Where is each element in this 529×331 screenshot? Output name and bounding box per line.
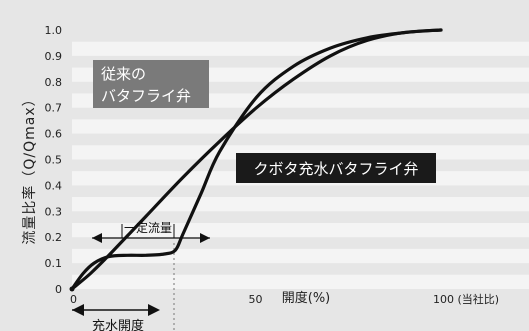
x-axis-label: 開度(%) [282, 290, 331, 306]
x-tick-label: 50 [249, 293, 263, 306]
fill-opening-label: 充水開度 [92, 318, 144, 331]
grid-band [72, 119, 529, 134]
fill-opening-annotation: 充水開度 [72, 304, 160, 331]
y-tick-label: 0.6 [45, 128, 63, 141]
y-tick-label: 0.7 [45, 102, 63, 115]
constant-flow-label: 一定流量 [124, 220, 172, 235]
kubota-label-text: クボタ充水バタフライ弁 [253, 160, 418, 178]
y-tick-label: 0.2 [45, 231, 63, 244]
origin-point [69, 286, 75, 292]
series-lines [69, 28, 443, 292]
y-tick-label: 1.0 [45, 24, 63, 37]
conventional-label-line1: 従来の [101, 65, 146, 83]
y-axis-label: 流量比率（Q/Qmax） [21, 91, 38, 244]
y-tick-label: 0.9 [45, 50, 63, 63]
x-tick-labels: 0 50 100 (当社比) [70, 292, 499, 306]
x-tick-label: 100 (当社比) [433, 292, 499, 306]
kubota-valve-label: クボタ充水バタフライ弁 [236, 153, 436, 183]
y-tick-label: 0.3 [45, 205, 63, 218]
grid-band [72, 41, 529, 56]
y-tick-label: 0.8 [45, 76, 63, 89]
kubota-valve-curve [70, 28, 443, 291]
y-tick-label: 0 [55, 283, 62, 296]
constant-flow-annotation: 一定流量 [92, 220, 210, 243]
x-tick-label: 0 [70, 293, 77, 306]
y-tick-label: 0.1 [45, 257, 63, 270]
conventional-valve-label: 従来の バタフライ弁 [93, 60, 209, 108]
y-tick-label: 0.5 [45, 154, 63, 167]
grid-band [72, 248, 529, 264]
grid-band [72, 274, 529, 289]
grid-band [72, 197, 529, 212]
conventional-label-line2: バタフライ弁 [101, 87, 191, 105]
y-tick-label: 0.4 [45, 179, 63, 192]
y-tick-labels: 0 0.1 0.2 0.3 0.4 0.5 0.6 0.7 0.8 0.9 1.0 [45, 24, 63, 296]
